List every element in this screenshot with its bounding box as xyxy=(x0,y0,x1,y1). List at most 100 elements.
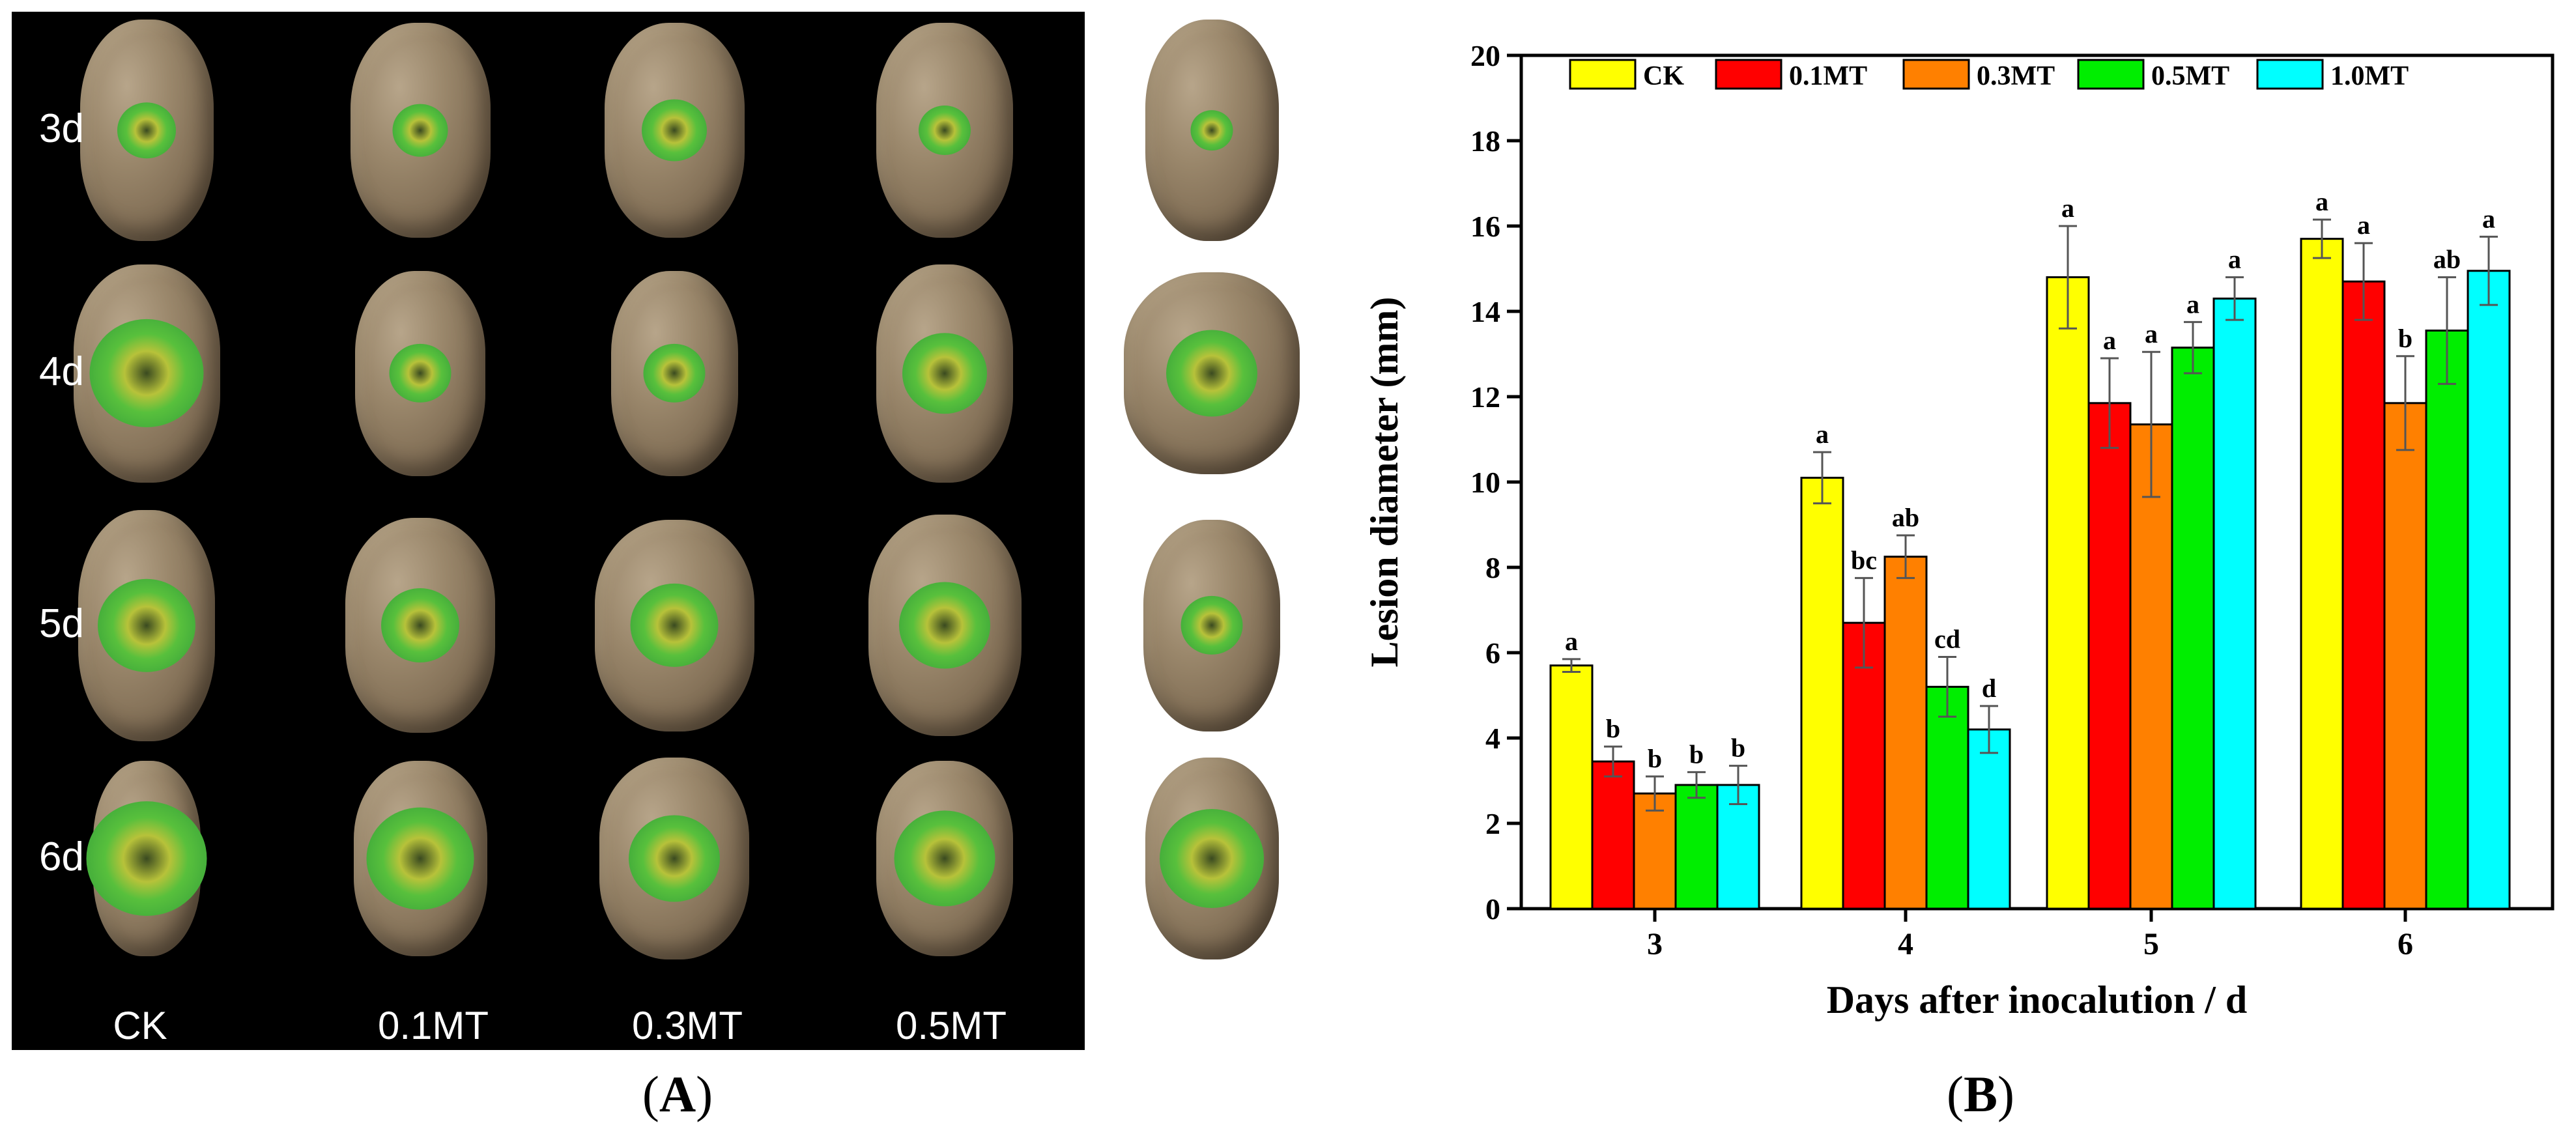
fruit-image xyxy=(86,761,207,956)
bar-CK-day3 xyxy=(1549,664,1594,910)
significance-label: a xyxy=(2145,319,2158,348)
column-label-0.5MT: 0.5MT xyxy=(895,1004,1007,1047)
lesion-spot xyxy=(89,319,204,428)
lesion-spot xyxy=(1181,595,1243,655)
lesion-spot xyxy=(899,582,990,669)
fruit-image xyxy=(79,20,214,241)
lesion-spot xyxy=(1160,809,1264,908)
row-label-5d: 5d xyxy=(39,601,84,646)
fruit-image xyxy=(594,519,754,731)
fruit-image xyxy=(876,23,1013,238)
fruit-image xyxy=(868,515,1022,736)
significance-label: a xyxy=(1816,419,1829,449)
fruit-image xyxy=(1143,519,1280,731)
fruit-image xyxy=(1124,272,1300,474)
bar-CK-day5 xyxy=(2046,276,2090,910)
panel-a-letter: A xyxy=(659,1066,696,1122)
bar-1.0MT-day6 xyxy=(2467,270,2511,910)
bar-0.1MT-day5 xyxy=(2087,402,2132,910)
lesion-spot xyxy=(86,801,207,916)
significance-label: cd xyxy=(1934,625,1960,654)
y-tick-label: 14 xyxy=(1470,295,1500,328)
lesion-spot xyxy=(894,810,995,907)
fruit-image xyxy=(1145,758,1279,959)
x-tick-label: 6 xyxy=(2397,927,2413,961)
bar-0.5MT-day4 xyxy=(1925,685,1969,910)
y-tick-label: 16 xyxy=(1470,210,1500,243)
bar-0.3MT-day4 xyxy=(1883,556,1928,910)
significance-label: a xyxy=(2482,204,2495,233)
y-tick-label: 6 xyxy=(1485,636,1500,670)
column-label-CK: CK xyxy=(113,1004,167,1047)
significance-label: a xyxy=(2103,326,2116,355)
legend-label-0.3MT: 0.3MT xyxy=(1977,61,2055,91)
legend-swatch-0.5MT xyxy=(2077,59,2145,90)
bar-0.5MT-day6 xyxy=(2425,329,2469,910)
significance-label: d xyxy=(1982,674,1996,703)
legend-label-0.1MT: 0.1MT xyxy=(1789,61,1867,91)
lesion-spot xyxy=(117,102,176,158)
lesion-spot xyxy=(902,333,987,414)
significance-label: b xyxy=(1689,739,1704,769)
column-label-0.3MT: 0.3MT xyxy=(631,1004,743,1047)
row-label-3d: 3d xyxy=(39,106,84,151)
significance-label: b xyxy=(1731,733,1745,763)
lesion-spot xyxy=(1166,330,1257,417)
bar-CK-day6 xyxy=(2300,238,2344,910)
bar-0.5MT-day3 xyxy=(1674,784,1719,910)
bar-0.1MT-day6 xyxy=(2341,280,2386,910)
x-tick-label: 5 xyxy=(2143,927,2159,961)
y-tick-label: 8 xyxy=(1485,551,1500,584)
significance-label: b xyxy=(1606,714,1620,743)
lesion-spot xyxy=(98,578,195,672)
fruit-image xyxy=(604,23,745,238)
significance-label: b xyxy=(1648,744,1662,773)
y-tick-label: 18 xyxy=(1470,124,1500,158)
bar-0.1MT-day3 xyxy=(1591,760,1635,910)
row-label-6d: 6d xyxy=(39,834,84,879)
fruit-image xyxy=(610,270,738,476)
bar-CK-day4 xyxy=(1800,476,1844,910)
fruit-image xyxy=(599,758,749,959)
y-tick-label: 20 xyxy=(1470,39,1500,72)
significance-label: a xyxy=(2186,289,2199,319)
lesion-spot xyxy=(1190,110,1233,150)
fruit-image xyxy=(350,23,491,238)
bar-1.0MT-day5 xyxy=(2212,297,2257,910)
fruit-image xyxy=(355,270,485,476)
significance-label: b xyxy=(2398,324,2412,353)
y-tick-label: 0 xyxy=(1485,892,1500,926)
bar-1.0MT-day4 xyxy=(1967,728,2011,910)
fruit-image xyxy=(876,264,1013,483)
lesion-spot xyxy=(630,583,719,668)
significance-label: ab xyxy=(2433,245,2461,274)
column-label-1.0MT: 1.0MT xyxy=(1169,1004,1281,1047)
legend-label-1.0MT: 1.0MT xyxy=(2330,61,2409,91)
fruit-image xyxy=(345,518,495,733)
lesion-spot xyxy=(381,588,459,662)
y-tick-label: 4 xyxy=(1485,722,1500,755)
legend-swatch-0.1MT xyxy=(1715,59,1782,90)
fruit-image xyxy=(353,761,487,956)
y-axis-label: Lesion diameter (mm) xyxy=(1363,297,1406,668)
y-tick-label: 12 xyxy=(1470,380,1500,414)
bar-0.3MT-day6 xyxy=(2383,402,2427,910)
panel-b-label: (B) xyxy=(1947,1066,2014,1122)
y-tick-label: 2 xyxy=(1485,807,1500,840)
lesion-spot xyxy=(642,99,707,162)
lesion-spot xyxy=(643,343,706,403)
lesion-spot xyxy=(919,106,971,155)
fruit-image xyxy=(78,509,215,741)
x-tick-label: 3 xyxy=(1647,927,1663,961)
x-tick-label: 4 xyxy=(1898,927,1913,961)
significance-label: a xyxy=(1565,627,1578,656)
legend-swatch-1.0MT xyxy=(2256,59,2324,90)
legend-swatch-CK xyxy=(1569,59,1637,90)
significance-label: a xyxy=(2357,210,2370,240)
legend-label-0.5MT: 0.5MT xyxy=(2151,61,2229,91)
row-label-4d: 4d xyxy=(39,349,84,394)
significance-label: ab xyxy=(1892,503,1919,532)
significance-label: bc xyxy=(1851,545,1877,575)
panel-a-label: (A) xyxy=(642,1066,713,1122)
